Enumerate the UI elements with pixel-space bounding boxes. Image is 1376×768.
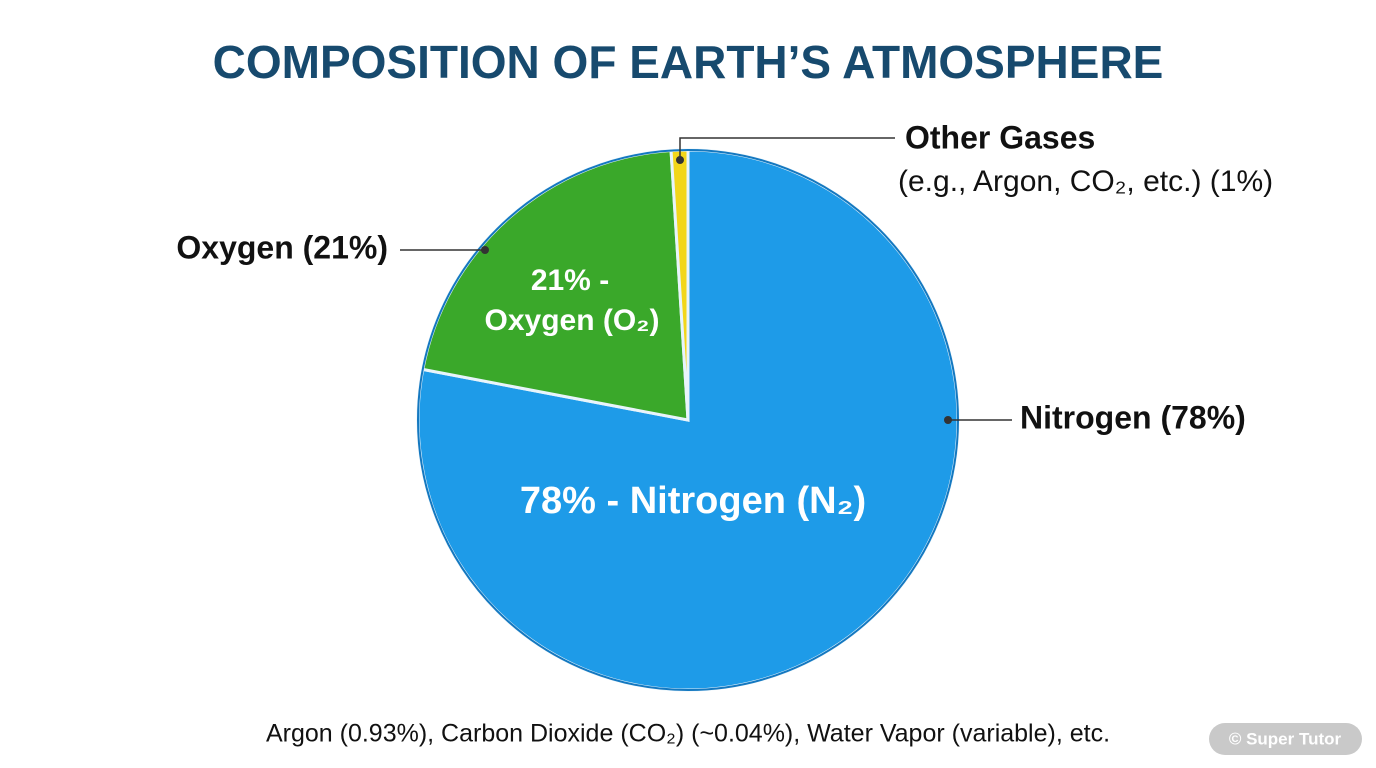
slice-label: 78% - Nitrogen (N₂) (520, 480, 866, 522)
chart-title: COMPOSITION OF EARTH’S ATMOSPHERE (213, 36, 1164, 88)
callout-label: Nitrogen (78%) (1020, 399, 1246, 435)
footnote: Argon (0.93%), Carbon Dioxide (CO₂) (~0.… (266, 720, 1110, 748)
leader-dot (944, 416, 952, 424)
slice-label: 21% - (531, 264, 609, 297)
leader-dot (676, 156, 684, 164)
leader-dot (481, 246, 489, 254)
watermark: © Super Tutor (1229, 729, 1342, 748)
callout-label: Oxygen (21%) (176, 229, 388, 265)
callout-note: (e.g., Argon, CO₂, etc.) (1%) (898, 165, 1273, 198)
slice-label: Oxygen (O₂) (484, 304, 659, 337)
leader-line (679, 137, 895, 160)
pie (416, 148, 960, 692)
watermark-pill (1209, 723, 1362, 755)
callout-label: Other Gases (905, 119, 1095, 155)
